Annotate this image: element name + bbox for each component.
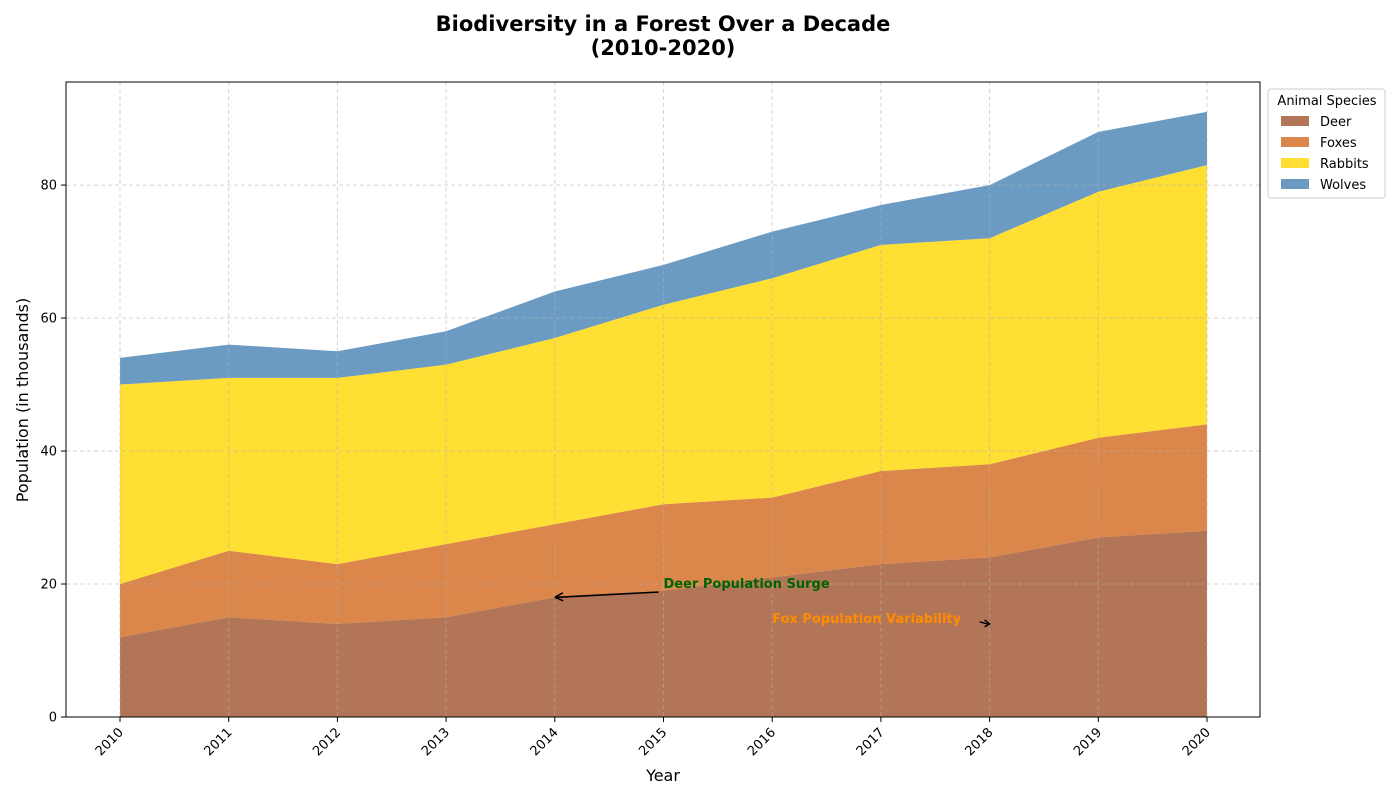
annotation-fox-text: Fox Population Variability [772, 612, 961, 627]
annotation-deer-arrow [556, 591, 659, 599]
chart-subtitle: (2010-2020) [591, 36, 736, 60]
x-tick-label: 2013 [419, 725, 453, 759]
area-rabbits [120, 165, 1207, 584]
chart-title: Biodiversity in a Forest Over a Decade [436, 12, 891, 36]
x-tick-label: 2014 [528, 725, 562, 759]
x-axis-label: Year [645, 766, 680, 785]
y-tick-label: 0 [49, 711, 57, 726]
y-tick-label: 20 [40, 578, 57, 593]
grid-lines [66, 82, 1260, 718]
legend-label-foxes: Foxes [1320, 136, 1357, 151]
legend-label-deer: Deer [1320, 115, 1352, 130]
x-tick-label: 2011 [202, 725, 236, 759]
annotation-fox-arrow [979, 621, 988, 625]
y-axis-label: Population (in thousands) [13, 298, 32, 502]
legend: Animal Species Deer Foxes Rabbits Wolves [1267, 88, 1386, 199]
legend-title: Animal Species [1277, 94, 1376, 109]
annotations: Deer Population Surge Fox Population Vari… [554, 577, 991, 628]
y-tick-label: 40 [40, 445, 57, 460]
annotation-deer-arrowhead [554, 592, 564, 602]
legend-label-wolves: Wolves [1320, 178, 1366, 193]
x-axis-ticks: 2010 2011 2012 2013 2014 2015 2016 2017 2018 2019… [93, 717, 1214, 759]
y-axis-ticks: 0 20 40 60 80 [40, 179, 66, 726]
annotation-fox-arrowhead [984, 619, 991, 628]
legend-swatch-rabbits [1281, 158, 1309, 168]
x-tick-label: 2015 [636, 725, 670, 759]
legend-swatch-foxes [1281, 137, 1309, 147]
y-tick-label: 60 [40, 312, 57, 327]
legend-items: Deer Foxes Rabbits Wolves [1281, 115, 1369, 193]
x-tick-label: 2010 [93, 725, 127, 759]
x-tick-label: 2017 [854, 725, 888, 759]
x-tick-label: 2020 [1180, 725, 1214, 759]
x-tick-label: 2016 [745, 725, 779, 759]
x-tick-label: 2018 [962, 725, 996, 759]
x-tick-label: 2019 [1071, 725, 1105, 759]
x-tick-label: 2012 [310, 725, 344, 759]
y-tick-label: 80 [40, 179, 57, 194]
legend-swatch-wolves [1281, 179, 1309, 189]
annotation-deer-text: Deer Population Surge [664, 577, 830, 592]
legend-swatch-deer [1281, 116, 1309, 126]
legend-label-rabbits: Rabbits [1320, 157, 1369, 172]
